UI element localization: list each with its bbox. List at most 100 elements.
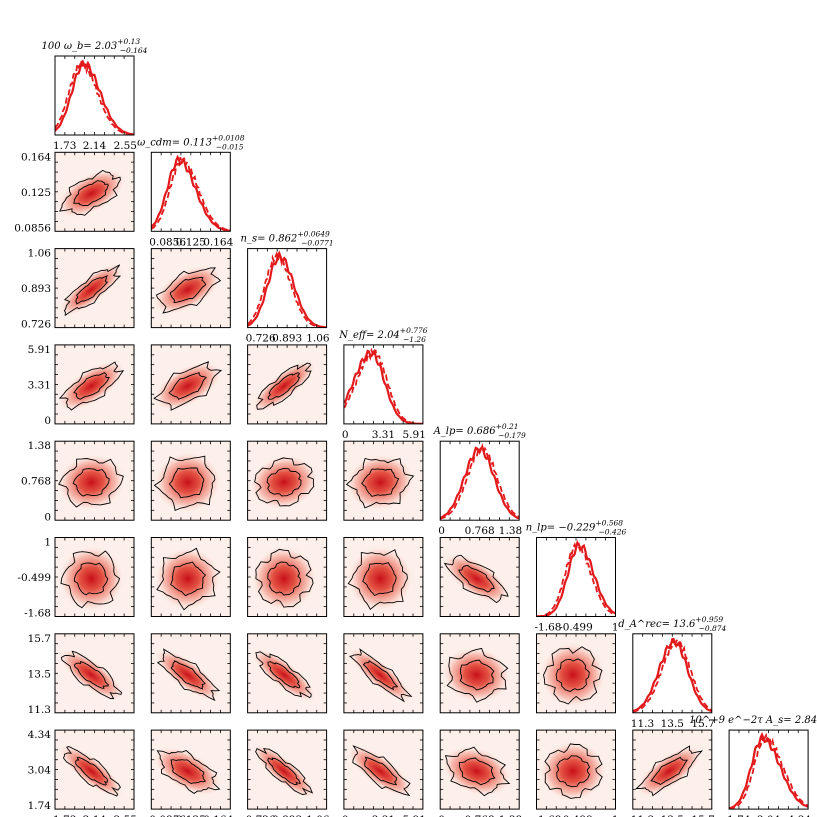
joint-panel-6-0: 11.3 13.5 15.7 bbox=[28, 633, 135, 716]
x-tick-label: 15.7 bbox=[691, 718, 714, 730]
density-fill bbox=[58, 648, 125, 702]
x-tick-label: 0.893 bbox=[272, 333, 302, 345]
credible-contour-68 bbox=[73, 562, 109, 596]
credible-contour-95 bbox=[543, 646, 603, 705]
x-tick-label: 0 bbox=[342, 429, 349, 441]
credible-contour-68 bbox=[458, 565, 495, 593]
x-tick-label: 0.164 bbox=[203, 236, 233, 248]
x-tick-label: 0.0856 bbox=[149, 814, 186, 817]
joint-panel-3-0: 0 3.31 5.91 bbox=[28, 344, 135, 427]
x-tick-label: -0.499 bbox=[559, 814, 593, 817]
density-fill bbox=[348, 647, 413, 703]
credible-contour-68 bbox=[168, 372, 207, 400]
x-tick-label: 13.5 bbox=[661, 814, 684, 817]
joint-panel-7-3: 0 3.31 5.91 bbox=[342, 729, 426, 817]
x-tick-label: 4.34 bbox=[788, 814, 812, 817]
panel-frame bbox=[54, 55, 135, 136]
joint-panel-7-0: 1.73 2.14 2.55 1.74 3.04 4.34 bbox=[28, 729, 137, 817]
density-fill bbox=[58, 744, 124, 799]
credible-contour-95 bbox=[444, 746, 511, 797]
x-tick-label: 0 bbox=[438, 814, 445, 817]
posterior-dashed-line bbox=[247, 250, 327, 328]
credible-contour-95 bbox=[345, 457, 415, 509]
credible-contour-68 bbox=[267, 372, 301, 400]
credible-contour-68 bbox=[75, 756, 109, 786]
posterior-solid-line bbox=[536, 541, 616, 617]
x-tick-label: 0 bbox=[438, 525, 445, 537]
posterior-solid-line bbox=[247, 250, 327, 328]
credible-contour-68 bbox=[361, 468, 400, 497]
y-tick-label: -1.68 bbox=[24, 608, 51, 620]
credible-contour-95 bbox=[58, 169, 121, 216]
y-tick-label: 15.7 bbox=[28, 633, 51, 645]
density-fill bbox=[635, 745, 703, 798]
credible-contour-95 bbox=[58, 361, 125, 411]
credible-contour-95 bbox=[256, 362, 312, 410]
x-tick-label: 0.768 bbox=[465, 814, 495, 817]
marginal-panel-1: ω_cdm= 0.113+0.0108 −0.015 0.08560.1250.16… bbox=[137, 133, 245, 248]
density-fill bbox=[442, 553, 511, 605]
parameter-title: A_lp= 0.686+0.21 −0.179 bbox=[433, 422, 526, 440]
x-tick-label: 1.06 bbox=[306, 814, 330, 817]
credible-contour-95 bbox=[60, 650, 123, 700]
credible-contour-68 bbox=[168, 467, 205, 499]
y-tick-label: 1.38 bbox=[28, 440, 51, 452]
posterior-dashed-line bbox=[536, 539, 616, 617]
credible-contour-95 bbox=[156, 749, 221, 794]
y-tick-label: 4.34 bbox=[28, 729, 52, 741]
credible-contour-68 bbox=[650, 756, 688, 786]
credible-contour-68 bbox=[362, 562, 397, 597]
y-tick-label: 0.768 bbox=[21, 476, 51, 488]
y-tick-label: 3.04 bbox=[28, 765, 52, 777]
credible-contour-68 bbox=[555, 658, 590, 693]
marginal-panel-0: 100 ω_b= 2.03+0.13 −0.164 1.73 2.14 2.55 bbox=[42, 37, 148, 152]
x-tick-label: 1.73 bbox=[53, 140, 76, 152]
credible-contour-95 bbox=[544, 743, 603, 799]
credible-contour-68 bbox=[459, 659, 495, 691]
credible-contour-68 bbox=[362, 660, 399, 691]
x-tick-label: 3.31 bbox=[372, 429, 395, 441]
x-tick-label: 1 bbox=[612, 622, 619, 634]
density-fill bbox=[153, 361, 223, 411]
density-fill bbox=[57, 360, 126, 412]
joint-panel-1-0: 0.0856 0.125 0.164 bbox=[14, 151, 135, 234]
x-tick-label: 1.06 bbox=[306, 333, 330, 345]
y-tick-label: -0.499 bbox=[17, 572, 51, 584]
x-tick-label: 0.768 bbox=[465, 525, 495, 537]
credible-contour-95 bbox=[62, 746, 121, 797]
credible-contour-95 bbox=[347, 549, 408, 610]
density-fill bbox=[347, 744, 414, 798]
y-tick-label: 5.91 bbox=[28, 344, 51, 356]
joint-panel-7-5: -1.68-0.499 1 bbox=[535, 729, 619, 817]
x-tick-label: 2.14 bbox=[83, 140, 107, 152]
y-tick-label: 0.893 bbox=[21, 283, 51, 295]
y-tick-label: 0.125 bbox=[21, 187, 51, 199]
corner-plot-panels: 100 ω_b= 2.03+0.13 −0.164 1.73 2.14 2.55 0.08… bbox=[14, 37, 817, 817]
joint-panel-2-1 bbox=[150, 248, 231, 329]
x-tick-label: 0.893 bbox=[272, 814, 302, 817]
credible-contour-95 bbox=[352, 745, 411, 797]
credible-contour-95 bbox=[60, 550, 121, 609]
x-tick-label: 15.7 bbox=[691, 814, 714, 817]
posterior-solid-line bbox=[632, 637, 712, 713]
credible-contour-68 bbox=[170, 561, 207, 597]
credible-contour-68 bbox=[267, 561, 301, 596]
credible-contour-68 bbox=[267, 757, 301, 785]
joint-panel-5-1 bbox=[150, 537, 231, 617]
x-tick-label: 1.73 bbox=[53, 814, 76, 817]
y-tick-label: 1 bbox=[44, 536, 51, 548]
x-tick-label: -1.68 bbox=[535, 814, 562, 817]
marginal-panel-5: n_lp= −0.229+0.568 −0.426 -1.68-0.499 1 bbox=[526, 519, 627, 634]
joint-panel-3-2 bbox=[247, 344, 328, 425]
x-tick-label: 1.74 bbox=[727, 814, 751, 817]
credible-contour-68 bbox=[556, 755, 591, 788]
credible-contour-95 bbox=[446, 647, 509, 703]
density-fill bbox=[441, 646, 512, 704]
parameter-title: n_s= 0.862+0.0649 −0.0771 bbox=[241, 230, 334, 248]
x-tick-label: 3.31 bbox=[372, 814, 395, 817]
x-tick-label: 0.125 bbox=[176, 814, 206, 817]
posterior-dashed-line bbox=[55, 60, 134, 135]
